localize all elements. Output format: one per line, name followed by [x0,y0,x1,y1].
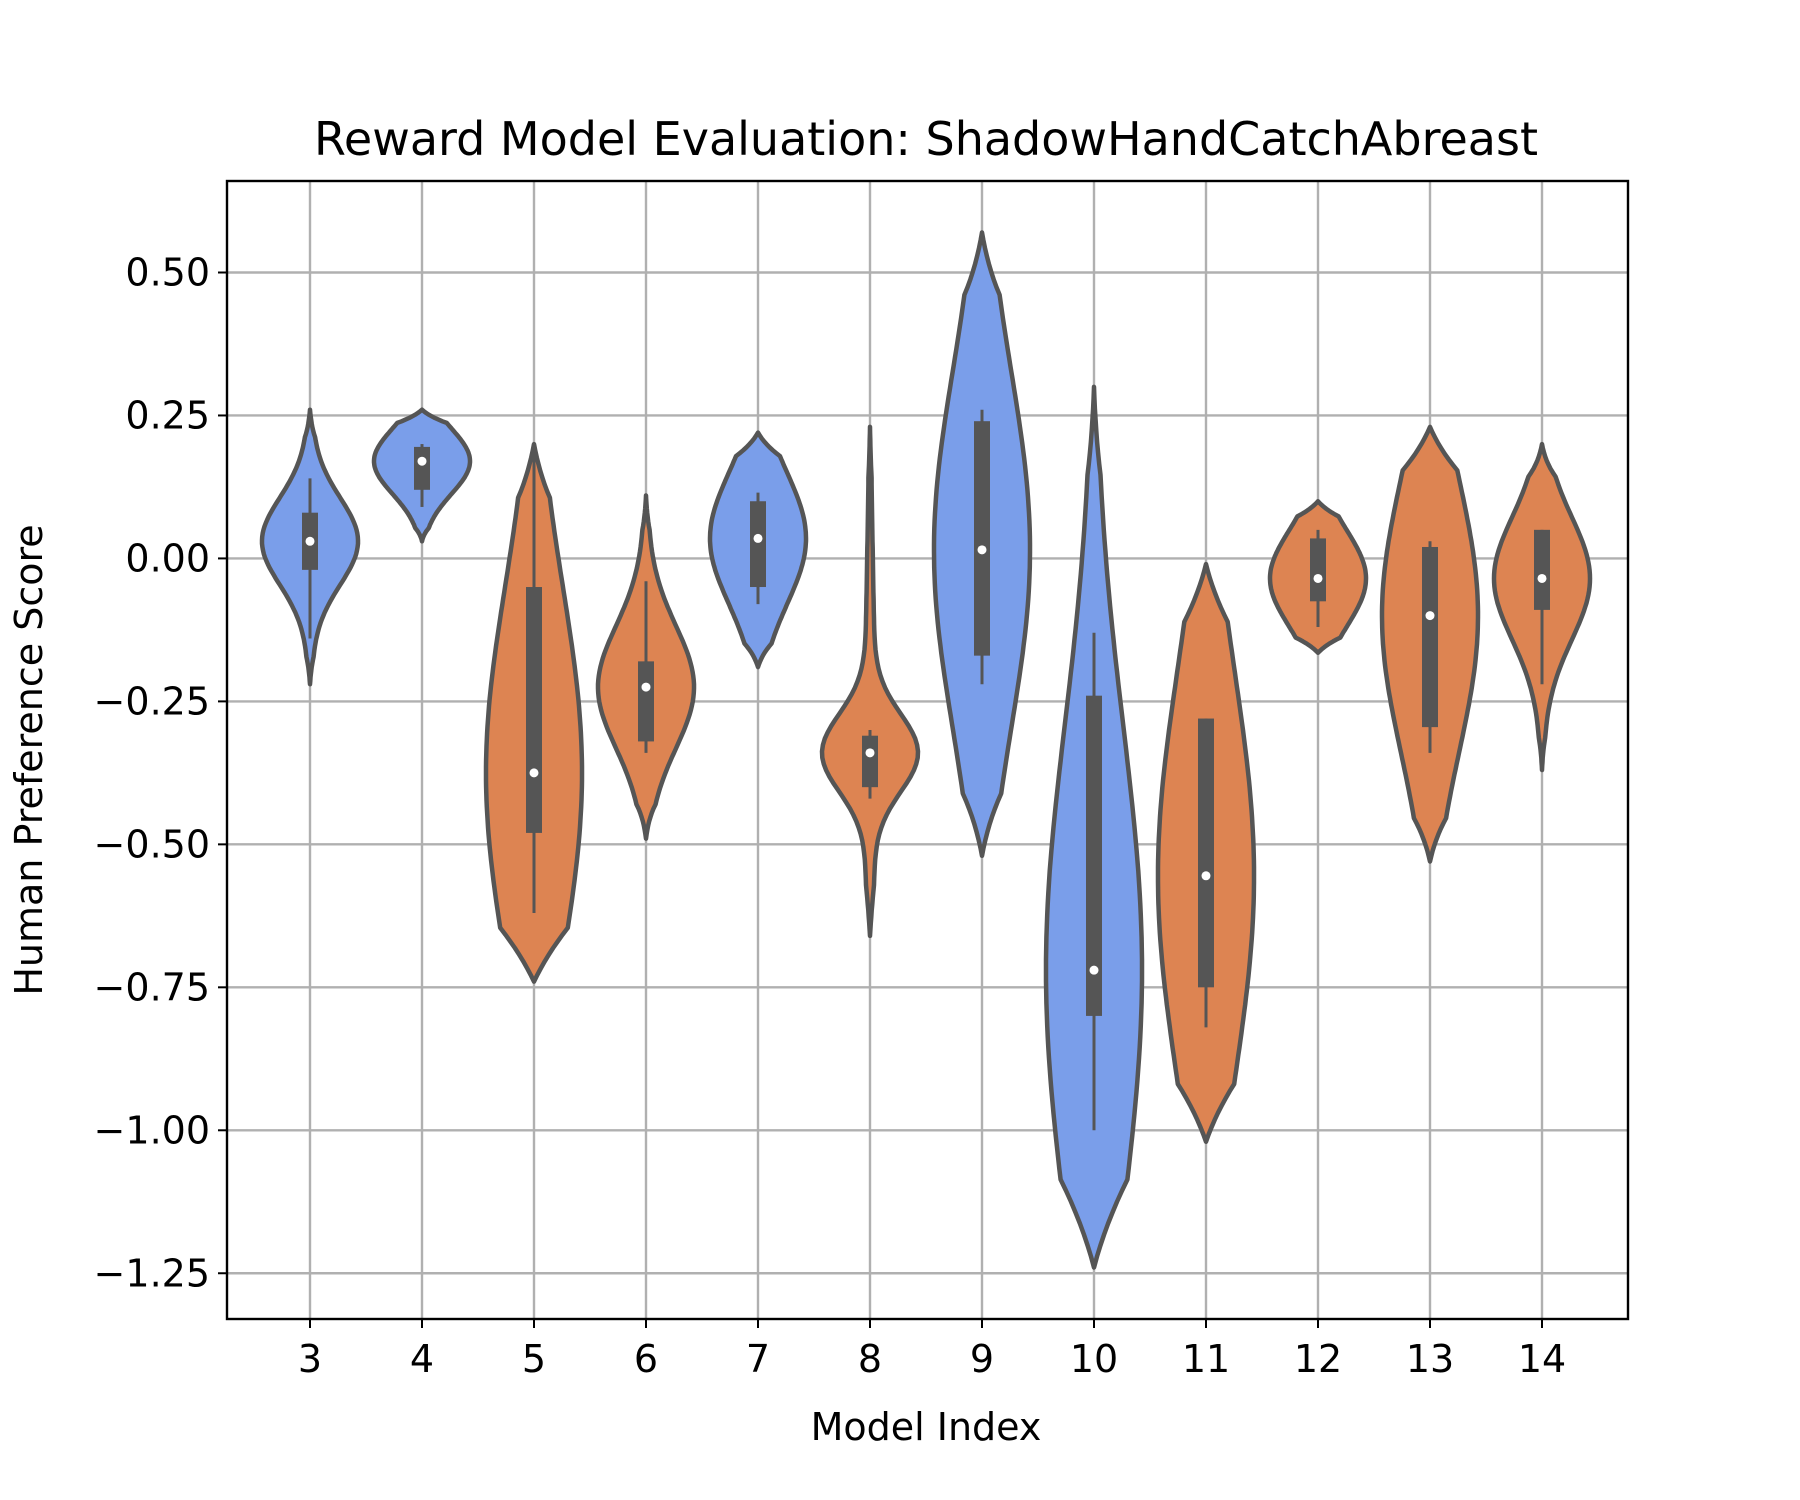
y-tick-label: 0.00 [125,536,210,580]
violin-median-11 [1201,871,1211,881]
x-tick-label: 10 [1070,1337,1118,1381]
x-axis-label: Model Index [811,1405,1042,1449]
violin-median-7 [753,533,763,543]
plot-frame [225,179,1630,1321]
violin-box-8 [862,735,878,788]
violin-median-9 [977,545,987,555]
x-tick-label: 14 [1518,1337,1566,1381]
violin-median-3 [305,536,315,546]
y-axis-label: Human Preference Score [7,524,51,995]
x-tick-label: 7 [746,1337,770,1381]
violin-median-10 [1089,965,1099,975]
violin-box-5 [526,587,542,833]
violin-box-12 [1310,538,1326,602]
y-tick-label: −1.25 [94,1251,210,1295]
x-tick-label: 13 [1406,1337,1454,1381]
violin-median-5 [529,768,539,778]
x-tick-label: 3 [298,1337,322,1381]
x-tick-label: 6 [634,1337,658,1381]
x-tick-label: 8 [858,1337,882,1381]
violin-median-6 [641,682,651,692]
violin-box-7 [750,501,766,588]
x-tick-label: 11 [1182,1337,1230,1381]
y-tick-label: −0.50 [94,822,210,866]
x-tick-label: 5 [522,1337,546,1381]
y-tick-label: 0.50 [125,250,210,294]
violin-body-8 [819,424,921,939]
violin-median-4 [417,456,427,466]
violin-box-9 [974,421,990,656]
violin-box-4 [414,446,430,490]
tick-layer: 0.50 0.25 0.00 −0.25 −0.50 −0.75 −1.00 −1.25 3 4 5… [94,250,1567,1381]
x-tick-label: 9 [970,1337,994,1381]
chart-title: Reward Model Evaluation: ShadowHandCatch… [314,112,1538,166]
violin-box-11 [1198,718,1214,988]
y-tick-label: −0.25 [94,679,210,723]
x-tick-label: 4 [410,1337,434,1381]
violin-box-6 [638,661,654,742]
violin-median-8 [865,748,875,758]
x-tick-label: 12 [1294,1337,1342,1381]
violin-median-13 [1425,611,1435,621]
violin-layer [259,230,1593,1270]
violin-median-14 [1537,573,1547,583]
y-tick-label: −0.75 [94,965,210,1009]
y-tick-label: −1.00 [94,1108,210,1152]
violin-median-12 [1313,573,1323,583]
violin-box-13 [1422,546,1438,728]
violin-box-10 [1086,695,1102,1016]
violin-box-14 [1534,529,1550,610]
y-tick-label: 0.25 [125,393,210,437]
